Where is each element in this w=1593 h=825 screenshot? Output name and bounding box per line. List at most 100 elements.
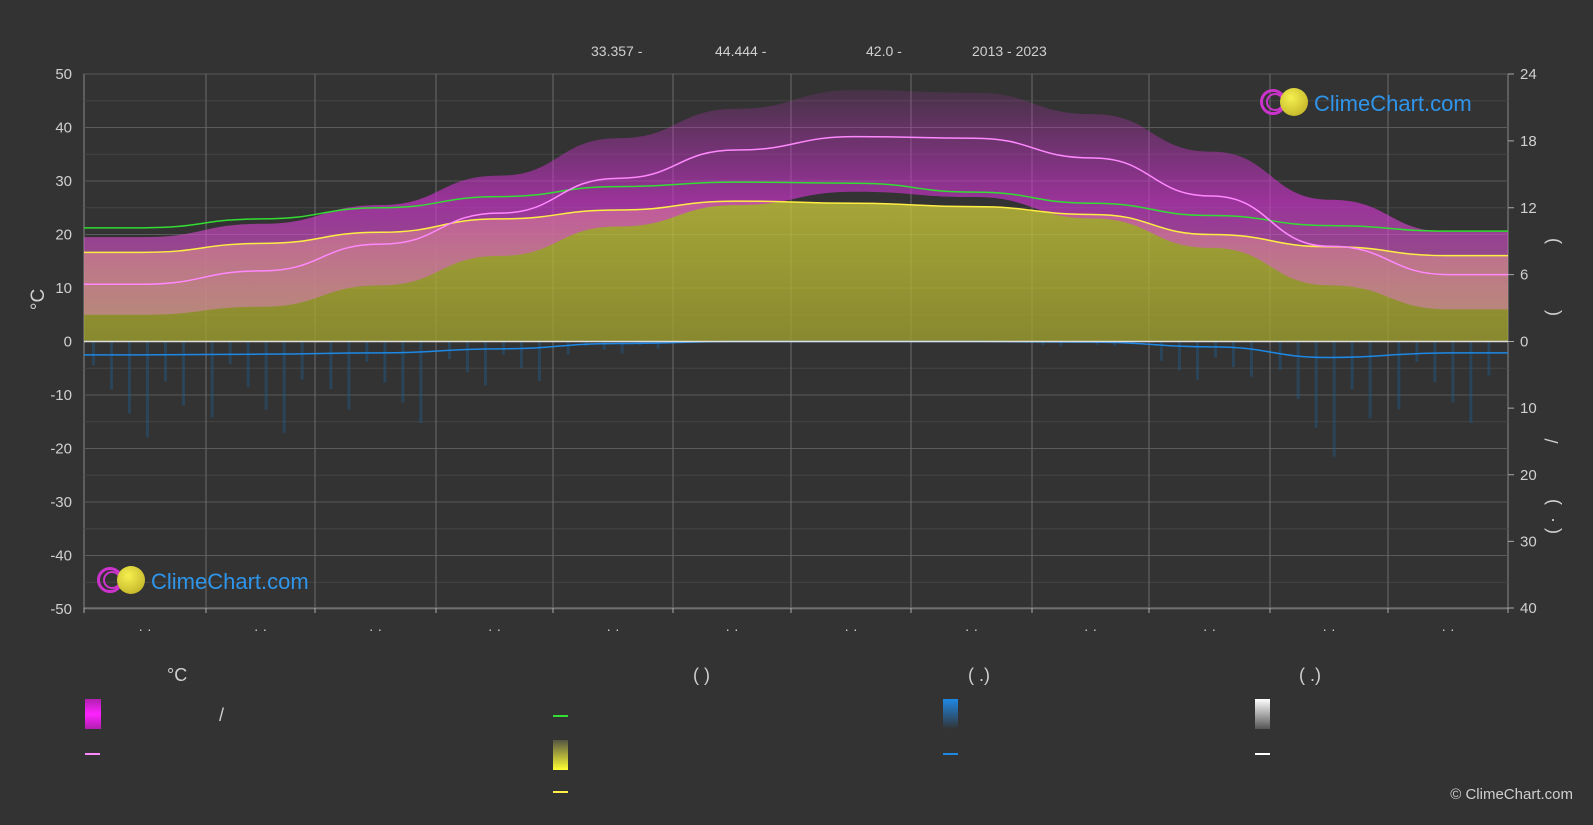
y-left-tick-label: 50 (55, 66, 72, 83)
rain-bar (1214, 341, 1217, 358)
y-left-tick-label: 0 (64, 334, 72, 351)
logo-icon (1258, 88, 1310, 120)
rain-bar (182, 341, 185, 406)
rain-bar (128, 341, 131, 414)
rain-bar (1095, 341, 1099, 345)
rain-bar (110, 341, 113, 390)
rain-bar (1314, 341, 1318, 428)
rain-bar (1232, 341, 1235, 368)
y-left-tick-label: 30 (55, 173, 72, 190)
rain-bar (602, 341, 606, 350)
rain-bar (656, 341, 660, 349)
x-tick-label: · · (369, 621, 382, 637)
rain-bar (92, 341, 95, 366)
chart-areas (84, 90, 1508, 457)
y-right-top-axis-label: ( (1542, 310, 1562, 316)
y-right-top-tick-label: 24 (1520, 66, 1537, 83)
y-right-top-tick-label: 18 (1520, 133, 1537, 150)
rain-bar (1368, 341, 1372, 419)
rain-bar (329, 341, 333, 390)
legend-swatches (85, 699, 1270, 793)
rain-bar (466, 341, 469, 373)
rain-bar (401, 341, 405, 403)
legend-rain-swatch (943, 699, 958, 729)
y-left-tick-label: -50 (50, 601, 72, 618)
y-right-top-axis-label: ) (1542, 238, 1562, 244)
x-tick-label: · · (965, 621, 978, 637)
x-tick-label: · · (138, 621, 151, 637)
rain-bar (1350, 341, 1354, 390)
rain-bar (1178, 341, 1181, 371)
rain-bar (246, 341, 250, 388)
x-tick-label: · · (488, 621, 501, 637)
rain-bar (566, 341, 570, 355)
daylight-line (83, 181, 1508, 232)
y-right-bottom-axis-label: ( (1542, 528, 1562, 534)
sunshine-line (83, 200, 1508, 257)
y-left-axis-label: °C (28, 289, 49, 310)
brand-name: ClimeChart.com (151, 569, 309, 594)
x-tick-label: · · (1084, 621, 1097, 637)
y-right-bottom-tick-label: 40 (1520, 600, 1537, 617)
x-tick-label: · · (1203, 621, 1216, 637)
y-right-top-tick-label: 6 (1520, 267, 1528, 284)
brand-name: ClimeChart.com (1314, 91, 1472, 116)
legend-temp-range-swatch (85, 699, 101, 729)
brand-logo-bottom[interactable]: ClimeChart.com (95, 566, 309, 598)
rain-bar (1469, 341, 1473, 424)
x-tick-label: · · (844, 621, 857, 637)
rain-bar (347, 341, 351, 410)
legend-daylight-head: ( ) (693, 665, 710, 685)
rain-bar (1196, 341, 1199, 380)
y-right-top-tick-label: 0 (1520, 334, 1528, 351)
x-tick-label: · · (1441, 621, 1454, 637)
chart-axes: 50 40 30 20 10 0 -10 -20 -30 -40 -50 °C 24 18 12 6 0 10 20… (28, 66, 1562, 637)
rain-bar (264, 341, 268, 410)
rain-bar (300, 341, 304, 380)
y-left-tick-label: 10 (55, 280, 72, 297)
rain-bar (383, 341, 387, 383)
rain-bar (1433, 341, 1437, 383)
rain-bar (282, 341, 286, 433)
brand-logo-top[interactable]: ClimeChart.com (1258, 88, 1472, 120)
x-tick-label: · · (254, 621, 267, 637)
legend-rain-head: ( .) (968, 665, 990, 685)
y-right-bottom-axis-label: · (1542, 517, 1562, 523)
rain-bar (419, 341, 423, 424)
y-right-top-tick-label: 12 (1520, 200, 1537, 217)
y-right-bottom-tick-label: 10 (1520, 400, 1537, 417)
rain-bar (210, 341, 214, 418)
y-left-tick-label: -10 (50, 387, 72, 404)
legend-temperature-range-label: / (219, 705, 225, 725)
rain-bar (1278, 341, 1282, 371)
rain-bar (1415, 341, 1419, 362)
legend-sunshine-fill-swatch (553, 740, 568, 770)
rain-bar (1296, 341, 1300, 400)
y-right-bottom-tick-label: 20 (1520, 467, 1537, 484)
y-left-tick-label: 40 (55, 120, 72, 137)
legend-snow-swatch (1255, 699, 1270, 729)
rain-bar (228, 341, 232, 365)
latitude-label: 33.357 - (591, 43, 643, 59)
legend-temperature-head: °C (167, 665, 188, 685)
rain-bar (1332, 341, 1336, 457)
rain-bar (1451, 341, 1455, 403)
copyright: © ClimeChart.com (1450, 786, 1573, 803)
temperature-mean-line (83, 135, 1508, 286)
y-left-tick-label: 20 (55, 227, 72, 244)
longitude-label: 44.444 - (715, 43, 767, 59)
chart-lines (83, 135, 1508, 359)
rain-bar (484, 341, 487, 386)
rain-bar (1397, 341, 1401, 410)
legend-snow-head: ( .) (1299, 665, 1321, 685)
elevation-label: 42.0 - (866, 43, 902, 59)
x-tick-label: · · (725, 621, 738, 637)
rain-bar (520, 341, 523, 368)
rain-bar (365, 341, 369, 362)
rain-bar (1059, 341, 1063, 347)
y-left-tick-label: -40 (50, 548, 72, 565)
rain-bar (1113, 341, 1117, 346)
rain-bar (1041, 341, 1045, 346)
y-right-bottom-axis-label: / (1542, 438, 1562, 443)
